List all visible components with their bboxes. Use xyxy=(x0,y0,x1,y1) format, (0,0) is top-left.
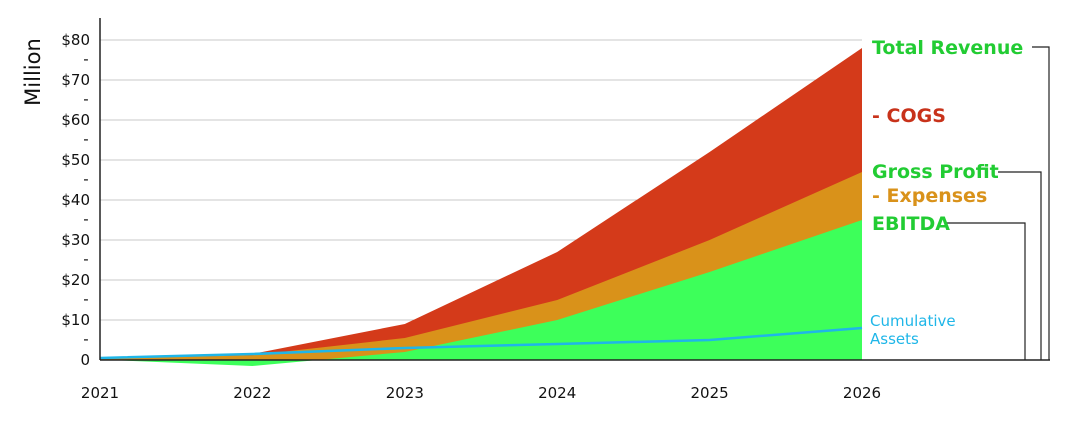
y-tick-label: $50 xyxy=(61,151,90,169)
bracket-total-revenue xyxy=(1032,46,1050,360)
label-ebitda: EBITDA xyxy=(872,213,950,235)
grid-lines xyxy=(100,39,862,321)
x-tick-label: 2024 xyxy=(538,384,576,402)
label-cogs: - COGS xyxy=(872,105,946,127)
y-minor-tick: - xyxy=(83,210,88,228)
label-cumulative: Cumulative xyxy=(870,312,956,330)
y-tick-label: $10 xyxy=(61,311,90,329)
label-brackets xyxy=(946,46,1050,360)
y-axis-label: Million xyxy=(21,38,45,106)
y-minor-tick: - xyxy=(83,330,88,348)
y-minor-tick: - xyxy=(83,90,88,108)
label-total-revenue: Total Revenue xyxy=(872,37,1023,59)
y-minor-tick: - xyxy=(83,130,88,148)
y-tick-label: $80 xyxy=(61,31,90,49)
x-tick-label: 2021 xyxy=(81,384,119,402)
label-gross-profit: Gross Profit xyxy=(872,161,999,183)
y-tick-label: $30 xyxy=(61,231,90,249)
x-tick-labels: 2021 2022 2023 2024 2025 2026 xyxy=(81,384,881,402)
y-tick-label: 0 xyxy=(80,351,90,369)
label-expenses: - Expenses xyxy=(872,185,987,207)
x-tick-label: 2022 xyxy=(233,384,271,402)
bracket-ebitda xyxy=(946,222,1026,360)
y-tick-label: $60 xyxy=(61,111,90,129)
y-tick-labels: 0-$10-$20-$30-$40-$50-$60-$70-$80 xyxy=(61,31,90,369)
label-assets: Assets xyxy=(870,330,919,348)
area-ebitda xyxy=(100,220,862,366)
axes xyxy=(99,18,1050,361)
y-minor-tick: - xyxy=(83,50,88,68)
x-tick-label: 2025 xyxy=(691,384,729,402)
x-tick-label: 2023 xyxy=(386,384,424,402)
y-minor-tick: - xyxy=(83,170,88,188)
line-cumulative-assets xyxy=(99,326,863,360)
y-minor-tick: - xyxy=(83,250,88,268)
chart-areas xyxy=(99,48,863,366)
y-minor-tick: - xyxy=(83,290,88,308)
y-tick-label: $40 xyxy=(61,191,90,209)
y-tick-label: $70 xyxy=(61,71,90,89)
y-tick-label: $20 xyxy=(61,271,90,289)
x-tick-label: 2026 xyxy=(843,384,881,402)
bracket-gross-profit xyxy=(998,171,1042,360)
